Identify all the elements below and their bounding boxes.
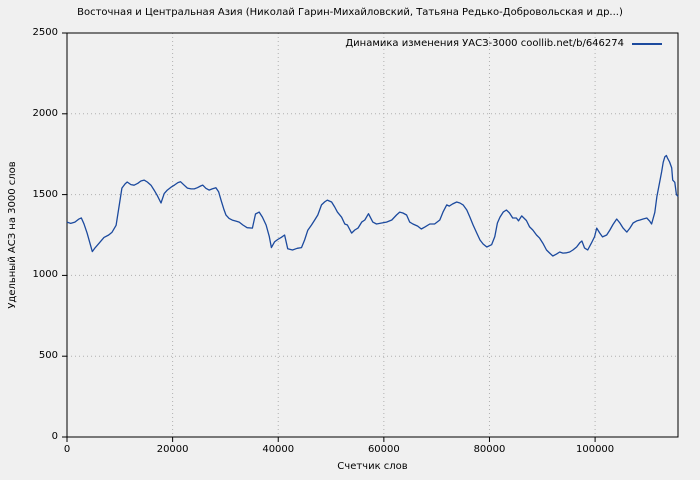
legend-line-sample-icon (632, 42, 662, 45)
y-axis-label: Удельный АСЗ на 3000 слов (7, 161, 18, 309)
y-tick-label: 0 (51, 431, 58, 442)
x-axis-label: Счетчик слов (337, 461, 408, 472)
y-tick-label: 1500 (32, 188, 58, 200)
x-tick-label: 80000 (473, 444, 506, 455)
legend: Динамика изменения УАСЗ-3000 coollib.net… (345, 38, 662, 49)
data-series-line (66, 154, 679, 257)
x-tick-label: 40000 (262, 444, 295, 455)
y-tick-label: 2000 (32, 107, 58, 119)
y-tick-label: 2500 (32, 27, 58, 38)
x-tick-label: 20000 (156, 444, 189, 455)
y-tick-label: 1000 (32, 269, 58, 281)
y-tick-label: 500 (38, 350, 58, 362)
plot-frame (66, 32, 679, 438)
chart-title: Восточная и Центральная Азия (Николай Га… (77, 7, 623, 18)
x-tick-label: 60000 (367, 444, 400, 455)
legend-label: Динамика изменения УАСЗ-3000 coollib.net… (345, 38, 624, 49)
x-tick-label: 0 (63, 444, 71, 455)
x-tick-label: 100000 (575, 444, 615, 455)
